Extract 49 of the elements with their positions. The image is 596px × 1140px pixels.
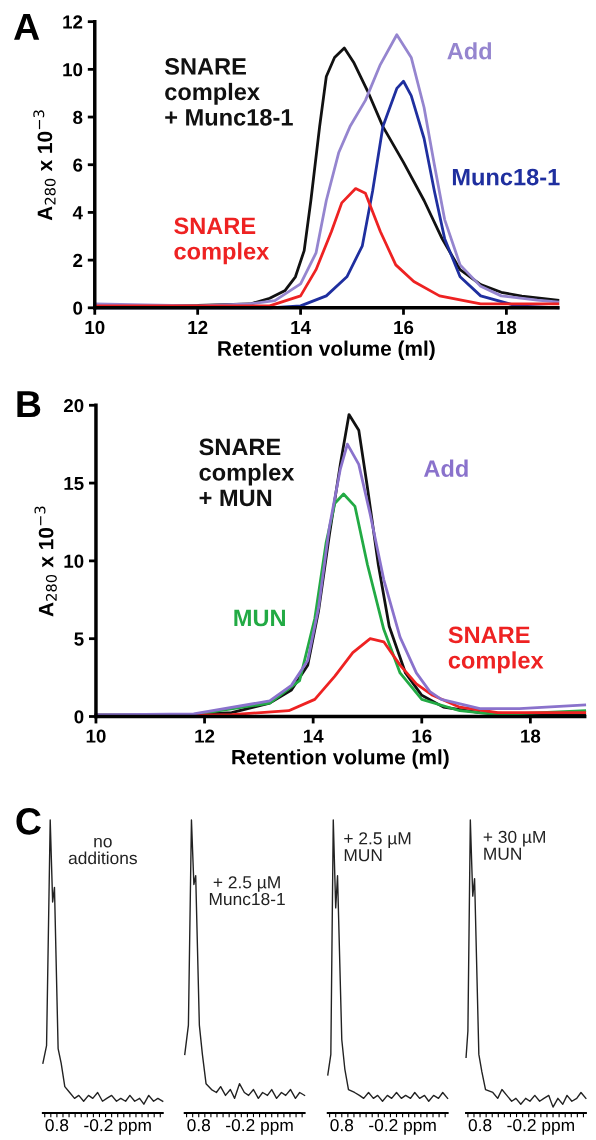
x-tick-label: 0.8 (330, 1119, 354, 1132)
series-label: SNARE complex + MUN (199, 438, 295, 507)
x-tick-label: -0.2 ppm (226, 1119, 293, 1135)
x-tick-label: 10 (85, 320, 105, 335)
chart-title: C (16, 808, 41, 835)
x-tick-label: 12 (188, 320, 208, 334)
x-tick-label: 0.8 (187, 1119, 211, 1132)
x-tick-label: 14 (303, 729, 324, 743)
chart-title: A (14, 13, 40, 40)
series-label: no additions (68, 837, 137, 865)
x-tick-label: 12 (195, 729, 215, 743)
series-label: MUN (234, 609, 285, 627)
series-label: + 2.5 µM Munc18-1 (209, 876, 285, 906)
x-tick-label: 18 (497, 320, 517, 335)
chart-title: B (17, 391, 41, 418)
x-tick-label: 14 (291, 320, 311, 334)
series-label: + 30 µM MUN (483, 830, 545, 860)
x-axis-title: Retention volume (ml) (218, 340, 435, 360)
y-tick-label: 0 (74, 710, 84, 724)
y-axis-title: A$_{280}$ x 10$^{−3}$ (34, 506, 57, 617)
y-tick-label: 2 (73, 253, 83, 267)
series-label: + 2.5 µM MUN (344, 832, 411, 862)
y-tick-label: 12 (63, 15, 83, 29)
y-tick-label: 15 (64, 476, 84, 491)
x-tick-label: -0.2 ppm (369, 1119, 436, 1135)
y-axis-title: A$_{280}$ x 10$^{−3}$ (33, 110, 56, 221)
y-tick-label: 4 (72, 206, 83, 220)
series-label: SNARE complex + Munc18-1 (164, 58, 293, 126)
y-tick-label: 0 (73, 301, 83, 315)
series-label: SNARE complex (174, 217, 270, 265)
x-axis-title: Retention volume (ml) (232, 749, 449, 769)
x-tick-label: -0.2 ppm (507, 1119, 574, 1135)
y-tick-label: 10 (63, 63, 83, 77)
x-tick-label: 16 (394, 320, 414, 335)
series-label: SNARE complex (448, 626, 544, 674)
y-tick-label: 10 (64, 554, 84, 568)
x-tick-label: 0.8 (468, 1119, 492, 1132)
x-tick-label: 0.8 (45, 1119, 69, 1132)
y-tick-label: 8 (73, 110, 83, 125)
series-label: Munc18-1 (452, 168, 560, 186)
y-tick-label: 6 (73, 158, 83, 172)
series-label: Add (447, 42, 492, 60)
x-tick-label: 10 (86, 729, 106, 743)
y-tick-label: 5 (74, 632, 84, 646)
x-tick-label: -0.2 ppm (84, 1119, 151, 1135)
x-tick-label: 18 (521, 729, 541, 743)
y-tick-label: 20 (63, 398, 84, 413)
x-tick-label: 16 (412, 729, 432, 743)
text: Add (423, 459, 468, 477)
